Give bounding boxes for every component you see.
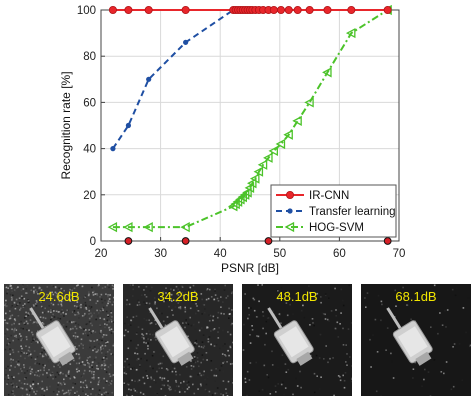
thumb-noise xyxy=(4,284,114,396)
data-point xyxy=(304,97,314,108)
legend-entry: IR-CNN xyxy=(309,190,349,202)
thumbnail-2: 34.2dB xyxy=(123,284,233,396)
thumbnail-3: 48.1dB xyxy=(242,284,352,396)
data-point xyxy=(257,159,268,170)
data-point xyxy=(345,28,356,39)
data-point xyxy=(180,222,190,233)
thumbnail-image-2 xyxy=(123,284,233,396)
y-tick-label: 100 xyxy=(77,5,96,17)
series-hog-svm xyxy=(107,4,392,233)
series-ir-cnn xyxy=(108,6,392,14)
data-point xyxy=(143,222,153,233)
data-point xyxy=(249,173,260,184)
thumbnail-image-1 xyxy=(4,284,114,396)
data-point xyxy=(107,222,118,233)
data-point xyxy=(144,6,153,14)
thumbnail-image-4 xyxy=(361,284,471,396)
x-tick-label: 40 xyxy=(214,248,227,260)
data-point xyxy=(181,6,190,14)
x-tick-label: 60 xyxy=(333,248,346,260)
thumbnail-label-1: 24.6dB xyxy=(38,289,80,304)
x-axis-marker xyxy=(181,237,190,245)
data-point xyxy=(283,129,293,140)
data-point xyxy=(284,6,293,14)
x-tick-label: 20 xyxy=(95,248,108,260)
data-point xyxy=(347,6,356,14)
legend-marker xyxy=(285,190,294,199)
series-line xyxy=(112,9,388,150)
series-layer xyxy=(107,4,392,233)
object-shape xyxy=(386,307,433,366)
data-point xyxy=(125,122,132,129)
data-point xyxy=(183,39,189,45)
x-tick-label: 70 xyxy=(393,248,406,260)
x-axis-marker xyxy=(383,237,392,245)
object-shape xyxy=(148,307,195,366)
legend-entry: Transfer learning xyxy=(309,206,396,218)
y-tick-label: 60 xyxy=(83,97,96,109)
data-point xyxy=(292,115,302,126)
y-tick-label: 40 xyxy=(83,144,96,156)
x-axis-label: PSNR [dB] xyxy=(221,261,279,275)
data-point xyxy=(124,6,133,14)
thumbnail-label-4: 68.1dB xyxy=(395,289,437,304)
data-point xyxy=(293,6,302,14)
y-tick-label: 20 xyxy=(83,190,96,202)
thumbnail-strip: 24.6dB 34.2dB 48.1dB 68.1dB xyxy=(0,284,474,396)
data-point xyxy=(383,6,392,14)
data-point xyxy=(253,166,264,177)
thumbnail-4: 68.1dB xyxy=(361,284,471,396)
data-point xyxy=(269,6,278,14)
legend-marker xyxy=(284,221,295,233)
data-point xyxy=(268,145,278,156)
data-point xyxy=(146,76,152,82)
data-point xyxy=(110,146,116,152)
data-point xyxy=(244,182,255,193)
data-point xyxy=(247,178,257,189)
object-shape xyxy=(29,307,76,366)
x-tick-label: 30 xyxy=(154,248,167,260)
thumbnail-1: 24.6dB xyxy=(4,284,114,396)
y-axis-label: Recognition rate [%] xyxy=(59,71,73,179)
data-point xyxy=(108,6,117,14)
x-axis-marker xyxy=(264,237,273,245)
legend-entry: HOG-SVM xyxy=(309,222,364,234)
thumbnail-label-3: 48.1dB xyxy=(276,289,318,304)
series-line xyxy=(112,9,389,229)
legend-marker xyxy=(287,208,293,214)
legend: IR-CNN Transfer learning HOG-SVM xyxy=(270,184,397,238)
data-point xyxy=(242,187,252,198)
thumbnail-label-2: 34.2dB xyxy=(157,289,199,304)
series-transfer-learning xyxy=(110,7,391,152)
data-point xyxy=(276,6,285,14)
y-tick-label: 80 xyxy=(83,51,96,63)
x-axis-marker xyxy=(124,237,133,245)
data-point xyxy=(323,6,332,14)
data-point xyxy=(263,152,273,163)
x-tick-label: 50 xyxy=(273,248,286,260)
data-point xyxy=(305,6,314,14)
object-shape xyxy=(267,307,314,366)
x-axis-markers xyxy=(124,237,392,245)
thumbnail-image-3 xyxy=(242,284,352,396)
y-tick-label: 0 xyxy=(90,236,96,248)
data-point xyxy=(275,138,286,150)
data-point xyxy=(322,67,332,78)
data-point xyxy=(123,222,133,233)
